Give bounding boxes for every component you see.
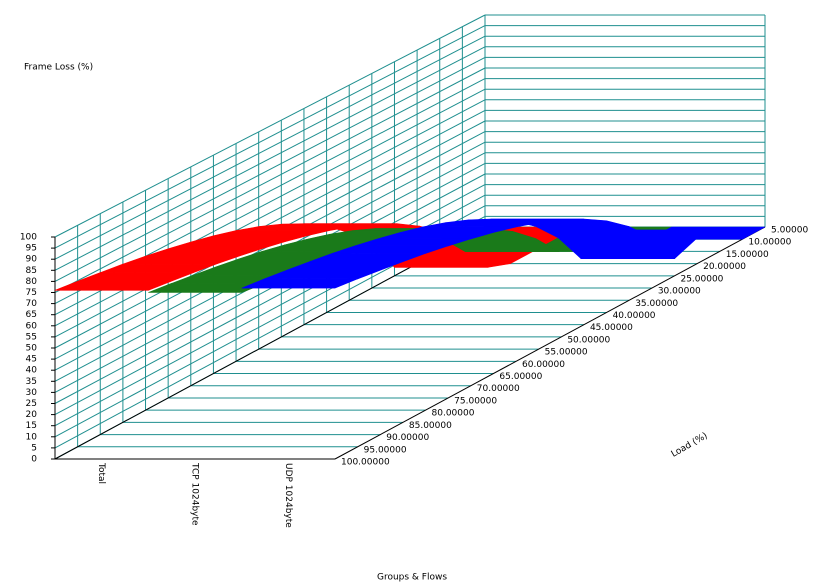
y-tick-label: 5: [31, 443, 37, 453]
z-tick-label: 65.00000: [499, 372, 542, 382]
y-tick-label: 10: [26, 432, 38, 442]
z-tick-label: 95.00000: [364, 445, 407, 455]
surface-segment: [168, 241, 285, 250]
left-wall-grid-line: [54, 25, 486, 249]
surface-segment: [148, 283, 265, 293]
z-tick-label: 40.00000: [613, 311, 656, 321]
surface-segment: [77, 272, 194, 282]
surface-segment: [445, 219, 562, 223]
z-tick-label: 75.00000: [454, 396, 497, 406]
z-tick-label: 10.00000: [748, 238, 791, 248]
surface-segment: [213, 230, 330, 237]
x-tick-label: TCP 1024byte: [190, 462, 200, 526]
y-tick-label: 95: [26, 244, 37, 254]
left-wall-grid-line: [54, 173, 486, 404]
x-tick-label: UDP 1024byte: [283, 463, 293, 528]
y-tick-label: 20: [26, 410, 38, 420]
surface-segment: [236, 226, 353, 231]
surface-segment: [145, 248, 262, 257]
surface-segment: [54, 280, 172, 291]
z-tick-label: 30.00000: [658, 287, 701, 297]
left-wall-grid-line: [54, 184, 486, 416]
y-tick-label: 30: [26, 388, 38, 398]
y-tick-label: 90: [26, 255, 38, 265]
y-tick-label: 60: [26, 321, 38, 331]
y-tick-label: 100: [20, 233, 37, 243]
surface-segment: [100, 263, 217, 273]
left-wall-grid-line: [54, 109, 486, 338]
z-tick-label: 85.00000: [409, 421, 452, 431]
y-tick-label: 50: [26, 344, 38, 354]
y-tick-label: 40: [26, 366, 38, 376]
z-tick-label: 35.00000: [635, 299, 678, 309]
y-tick-label: 45: [26, 355, 37, 365]
left-wall-grid-line: [54, 99, 486, 327]
y-tick-label: 35: [26, 377, 37, 387]
z-tick-label: 20.00000: [703, 262, 746, 272]
y-tick-label: 75: [26, 288, 37, 298]
left-wall-grid-line: [54, 14, 486, 238]
y-tick-label: 80: [26, 277, 38, 287]
y-axis-label: Frame Loss (%): [24, 63, 93, 73]
y-tick-label: 70: [26, 299, 38, 309]
y-tick-label: 25: [26, 399, 37, 409]
z-tick-label: 100.00000: [341, 458, 390, 468]
surface-segment: [258, 223, 375, 227]
z-tick-label: 70.00000: [477, 384, 520, 394]
z-tick-label: 5.00000: [771, 226, 808, 236]
surface-segment: [241, 278, 358, 289]
left-wall-grid-line: [54, 46, 486, 271]
x-axis-label: Groups & Flows: [377, 573, 447, 583]
y-tick-label: 15: [26, 421, 37, 431]
z-tick-label: 45.00000: [590, 323, 633, 333]
depth-axis: [334, 226, 766, 460]
z-tick-label: 55.00000: [545, 348, 588, 358]
left-wall-grid-line: [54, 56, 486, 282]
y-tick-label: 55: [26, 332, 37, 342]
left-wall-grid-line: [54, 35, 486, 260]
surface-segment: [122, 255, 239, 265]
y-tick-label: 85: [26, 266, 37, 276]
y-tick-label: 0: [31, 455, 37, 465]
left-wall-grid-line: [54, 67, 486, 293]
z-tick-label: 15.00000: [726, 250, 769, 260]
z-axis-label: Load (%): [670, 431, 710, 460]
z-tick-label: 90.00000: [386, 433, 429, 443]
z-tick-label: 80.00000: [432, 409, 475, 419]
y-tick-label: 65: [26, 310, 37, 320]
z-tick-label: 50.00000: [567, 335, 610, 345]
x-tick-label: Total: [96, 462, 106, 484]
surface-segment: [190, 235, 307, 243]
z-tick-label: 60.00000: [522, 360, 565, 370]
z-tick-label: 25.00000: [680, 274, 723, 284]
